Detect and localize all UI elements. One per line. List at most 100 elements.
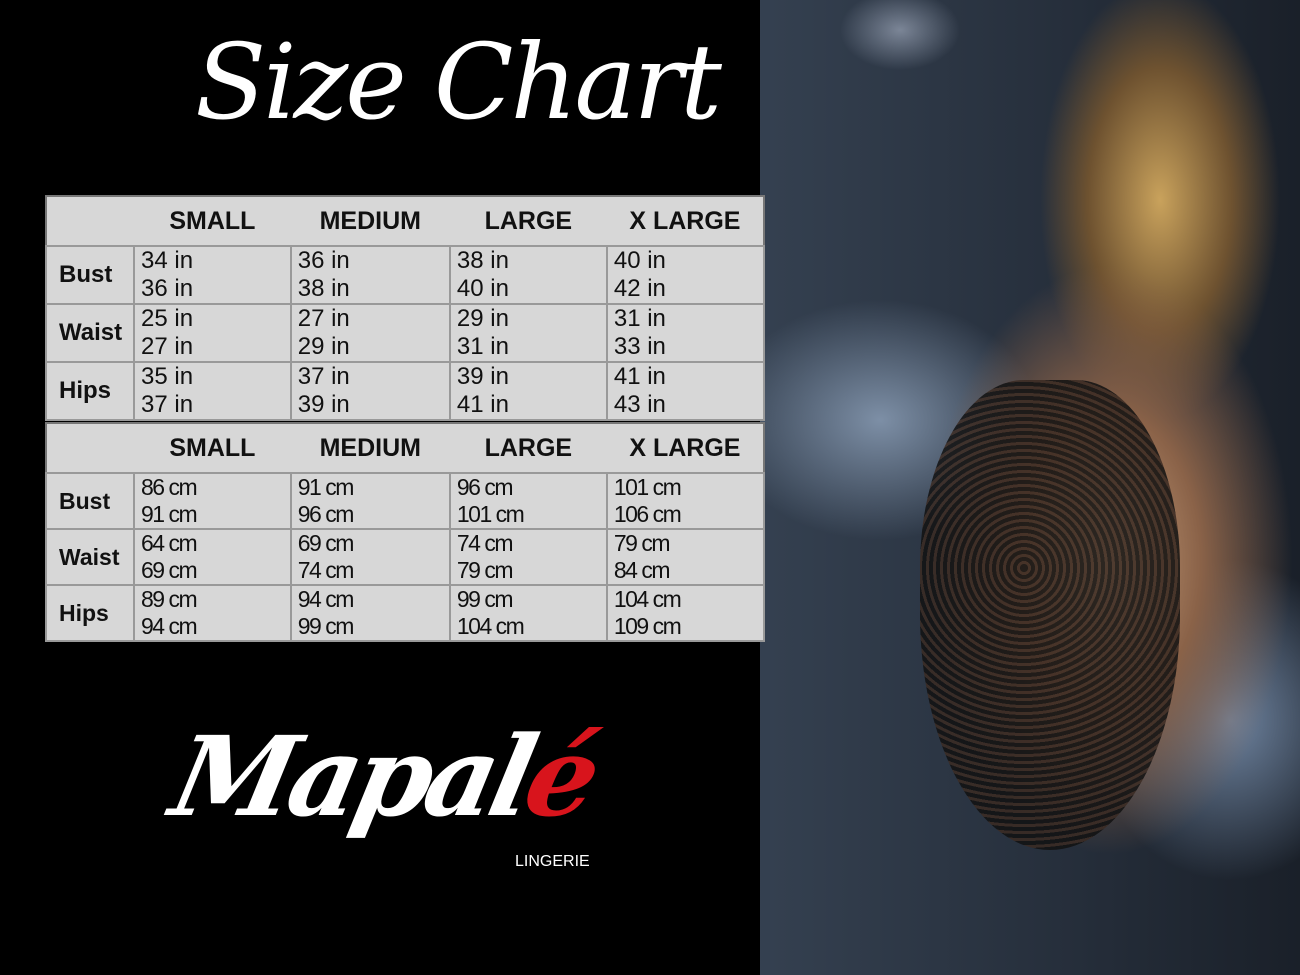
size-cell: 27 in29 in <box>289 303 451 363</box>
size-cell: 40 in42 in <box>605 245 766 305</box>
size-cell: 74 cm79 cm <box>448 528 608 586</box>
min-value: 34 in <box>141 247 194 274</box>
max-value: 69 cm <box>141 557 198 583</box>
size-cell: 36 in38 in <box>289 245 451 305</box>
max-value: 101 cm <box>456 501 525 527</box>
min-value: 94 cm <box>297 586 355 612</box>
size-header: X LARGE <box>606 423 764 474</box>
size-cell: 41 in43 in <box>605 361 766 421</box>
table-row: Bust 86 cm91 cm 91 cm96 cm 96 cm101 cm 101 c… <box>45 472 766 530</box>
max-value: 106 cm <box>613 501 682 527</box>
max-value: 36 in <box>141 275 194 302</box>
min-value: 29 in <box>456 305 509 332</box>
size-cell: 35 in37 in <box>133 361 292 421</box>
lace-bodysuit-photo-detail <box>920 380 1180 850</box>
min-value: 99 cm <box>456 586 514 612</box>
size-cell: 96 cm101 cm <box>448 472 608 530</box>
max-value: 84 cm <box>613 557 671 583</box>
min-value: 25 in <box>141 305 194 332</box>
size-cell: 79 cm84 cm <box>605 528 766 586</box>
size-cell: 99 cm104 cm <box>448 584 608 642</box>
size-cell: 69 cm74 cm <box>289 528 451 586</box>
size-cell: 104 cm109 cm <box>605 584 766 642</box>
measure-label: Bust <box>45 245 135 305</box>
max-value: 99 cm <box>297 613 355 639</box>
measure-label: Hips <box>45 584 135 642</box>
min-value: 40 in <box>613 247 666 274</box>
max-value: 74 cm <box>297 557 355 583</box>
min-value: 86 cm <box>141 474 198 500</box>
size-cell: 29 in31 in <box>448 303 608 363</box>
min-value: 69 cm <box>297 530 355 556</box>
size-table-inches: SMALL MEDIUM LARGE X LARGE Bust 34 in36 in 36 … <box>45 195 766 421</box>
corner-cell <box>46 196 134 247</box>
brand-logo: Mapalé <box>161 712 605 841</box>
size-cell: 25 in27 in <box>133 303 292 363</box>
page-title: Size Chart <box>195 21 722 143</box>
logo-text: Mapal <box>161 712 542 841</box>
min-value: 79 cm <box>613 530 671 556</box>
max-value: 109 cm <box>613 613 682 639</box>
max-value: 31 in <box>456 333 509 360</box>
corner-cell <box>46 423 134 474</box>
header-row: SMALL MEDIUM LARGE X LARGE <box>46 423 764 474</box>
max-value: 42 in <box>613 275 666 302</box>
min-value: 38 in <box>456 247 509 274</box>
max-value: 91 cm <box>141 501 198 527</box>
size-cell: 64 cm69 cm <box>133 528 292 586</box>
size-cell: 37 in39 in <box>289 361 451 421</box>
size-cell: 101 cm106 cm <box>605 472 766 530</box>
min-value: 64 cm <box>141 530 198 556</box>
max-value: 39 in <box>297 391 350 418</box>
size-cell: 34 in36 in <box>133 245 292 305</box>
min-value: 101 cm <box>613 474 682 500</box>
size-header: SMALL <box>134 423 291 474</box>
max-value: 27 in <box>141 333 194 360</box>
size-table-cm: SMALL MEDIUM LARGE X LARGE Bust 86 cm91 cm 91 … <box>45 422 766 642</box>
min-value: 37 in <box>297 363 350 390</box>
measure-label: Waist <box>45 303 135 363</box>
max-value: 33 in <box>613 333 666 360</box>
measure-label: Bust <box>45 472 135 530</box>
size-header: SMALL <box>134 196 291 247</box>
logo-subtitle: LINGERIE <box>515 853 590 870</box>
size-cell: 86 cm91 cm <box>133 472 292 530</box>
size-cell: 94 cm99 cm <box>289 584 451 642</box>
size-header: MEDIUM <box>290 423 450 474</box>
min-value: 36 in <box>297 247 350 274</box>
header-row: SMALL MEDIUM LARGE X LARGE <box>46 196 764 247</box>
size-cell: 89 cm94 cm <box>133 584 292 642</box>
max-value: 104 cm <box>456 613 525 639</box>
size-header: X LARGE <box>606 196 764 247</box>
min-value: 27 in <box>297 305 350 332</box>
table-row: Waist 64 cm69 cm 69 cm74 cm 74 cm79 cm 79 cm… <box>45 528 766 586</box>
max-value: 37 in <box>141 391 194 418</box>
table-row: Hips 35 in37 in 37 in39 in 39 in41 in 41 in4… <box>45 361 766 421</box>
table-row: Waist 25 in27 in 27 in29 in 29 in31 in 31 in… <box>45 303 766 363</box>
table-row: Hips 89 cm94 cm 94 cm99 cm 99 cm104 cm 104 c… <box>45 584 766 642</box>
size-header: LARGE <box>449 423 607 474</box>
min-value: 104 cm <box>613 586 682 612</box>
table-row: Bust 34 in36 in 36 in38 in 38 in40 in 40 in4… <box>45 245 766 305</box>
min-value: 89 cm <box>141 586 198 612</box>
min-value: 35 in <box>141 363 194 390</box>
max-value: 41 in <box>456 391 509 418</box>
measure-label: Hips <box>45 361 135 421</box>
min-value: 96 cm <box>456 474 514 500</box>
min-value: 41 in <box>613 363 666 390</box>
max-value: 40 in <box>456 275 509 302</box>
max-value: 38 in <box>297 275 350 302</box>
max-value: 94 cm <box>141 613 198 639</box>
size-cell: 38 in40 in <box>448 245 608 305</box>
size-cell: 39 in41 in <box>448 361 608 421</box>
min-value: 91 cm <box>297 474 355 500</box>
max-value: 29 in <box>297 333 350 360</box>
max-value: 96 cm <box>297 501 355 527</box>
size-cell: 31 in33 in <box>605 303 766 363</box>
size-header: LARGE <box>449 196 607 247</box>
measure-label: Waist <box>45 528 135 586</box>
size-header: MEDIUM <box>290 196 450 247</box>
min-value: 39 in <box>456 363 509 390</box>
size-cell: 91 cm96 cm <box>289 472 451 530</box>
max-value: 43 in <box>613 391 666 418</box>
